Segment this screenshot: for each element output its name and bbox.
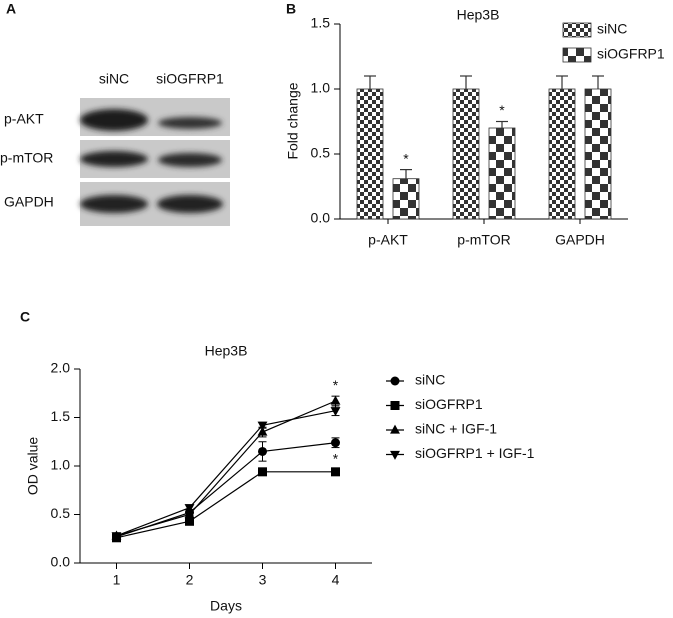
x-tick-label: 2 (186, 572, 194, 588)
legend-label: siNC (415, 372, 445, 388)
error-bar (496, 120, 508, 128)
marker (330, 395, 341, 405)
x-tick-label: GAPDH (555, 232, 605, 248)
y-tick-label: 1.5 (311, 15, 331, 31)
error-bar (556, 75, 568, 89)
bar-chart: B Hep3B Fold change 0.0 0.5 1.0 1.5 p-AKT p-mTOR… (285, 1, 665, 248)
chart-title: Hep3B (205, 343, 248, 359)
legend-swatch (562, 22, 592, 38)
marker (258, 467, 267, 477)
blot-panel: A siNC siOGFRP1 p-AKT p-mTOR GAPDH (0, 1, 230, 226)
blot-row-label: p-AKT (4, 111, 44, 127)
marker (258, 446, 267, 456)
y-tick-label: 1.0 (311, 80, 331, 96)
legend-label: siOGFRP1 + IGF-1 (415, 445, 535, 461)
legend-label: siOGFRP1 (415, 396, 483, 412)
bar (452, 88, 480, 220)
x-tick-label: 1 (113, 572, 121, 588)
marker (390, 424, 400, 434)
annotation: * (403, 150, 409, 166)
y-tick-label: 1.5 (51, 408, 71, 424)
y-axis-label: OD value (25, 437, 41, 496)
blot-band (157, 195, 223, 213)
y-tick-label: 0.5 (311, 145, 331, 161)
x-tick-label: 3 (259, 572, 267, 588)
legend-label: siNC (597, 21, 627, 37)
bar (584, 88, 612, 220)
series-line (116, 410, 336, 537)
legend-label: siOGFRP1 (597, 46, 665, 62)
y-tick-label: 0.0 (311, 210, 331, 226)
y-tick-label: 1.0 (51, 457, 71, 473)
x-tick-label: p-AKT (368, 232, 408, 248)
blot-band (80, 151, 148, 167)
bar (488, 127, 516, 220)
marker (331, 438, 340, 448)
bar (392, 178, 420, 220)
y-axis-label: Fold change (285, 82, 301, 159)
blot-band (80, 109, 148, 131)
x-axis-label: Days (210, 598, 242, 614)
annotation: * (499, 102, 505, 118)
blot-row-label: GAPDH (4, 194, 54, 210)
marker (111, 532, 122, 542)
series-line (116, 471, 336, 539)
bar (356, 88, 384, 220)
marker (184, 504, 195, 514)
x-tick-label: p-mTOR (457, 232, 510, 248)
marker (390, 401, 400, 410)
marker (330, 407, 341, 417)
blot-band (158, 153, 222, 167)
legend-label: siNC + IGF-1 (415, 421, 497, 437)
marker (331, 467, 340, 477)
chart-title: Hep3B (457, 7, 500, 23)
marker (257, 421, 268, 431)
legend-swatch (562, 47, 592, 63)
x-tick-label: 4 (332, 572, 340, 588)
error-bar (460, 75, 472, 89)
panel-label: B (286, 1, 296, 17)
error-bar (364, 75, 376, 89)
blot-band (158, 117, 222, 129)
blot-band (80, 195, 148, 213)
error-bar (400, 169, 412, 179)
error-bar (592, 75, 604, 89)
blot-column-label: siNC (99, 71, 129, 87)
annotation: * (333, 377, 339, 393)
panel-label: A (6, 1, 16, 17)
blot-column-label: siOGFRP1 (156, 71, 224, 87)
y-tick-label: 0.5 (51, 505, 71, 521)
marker (185, 516, 194, 526)
marker (184, 509, 195, 519)
y-tick-label: 2.0 (51, 360, 71, 376)
series-line (116, 400, 336, 537)
marker (390, 450, 400, 460)
line-chart: C Hep3B OD value Days 0.0 0.5 1.0 1.5 2.0 1 2 3 4 * * s… (20, 309, 535, 614)
bar (548, 88, 576, 220)
panel-label: C (20, 309, 30, 325)
blot-row-label: p-mTOR (0, 150, 53, 166)
marker (257, 426, 268, 436)
marker (390, 376, 400, 386)
y-tick-label: 0.0 (51, 554, 71, 570)
annotation: * (333, 451, 339, 467)
